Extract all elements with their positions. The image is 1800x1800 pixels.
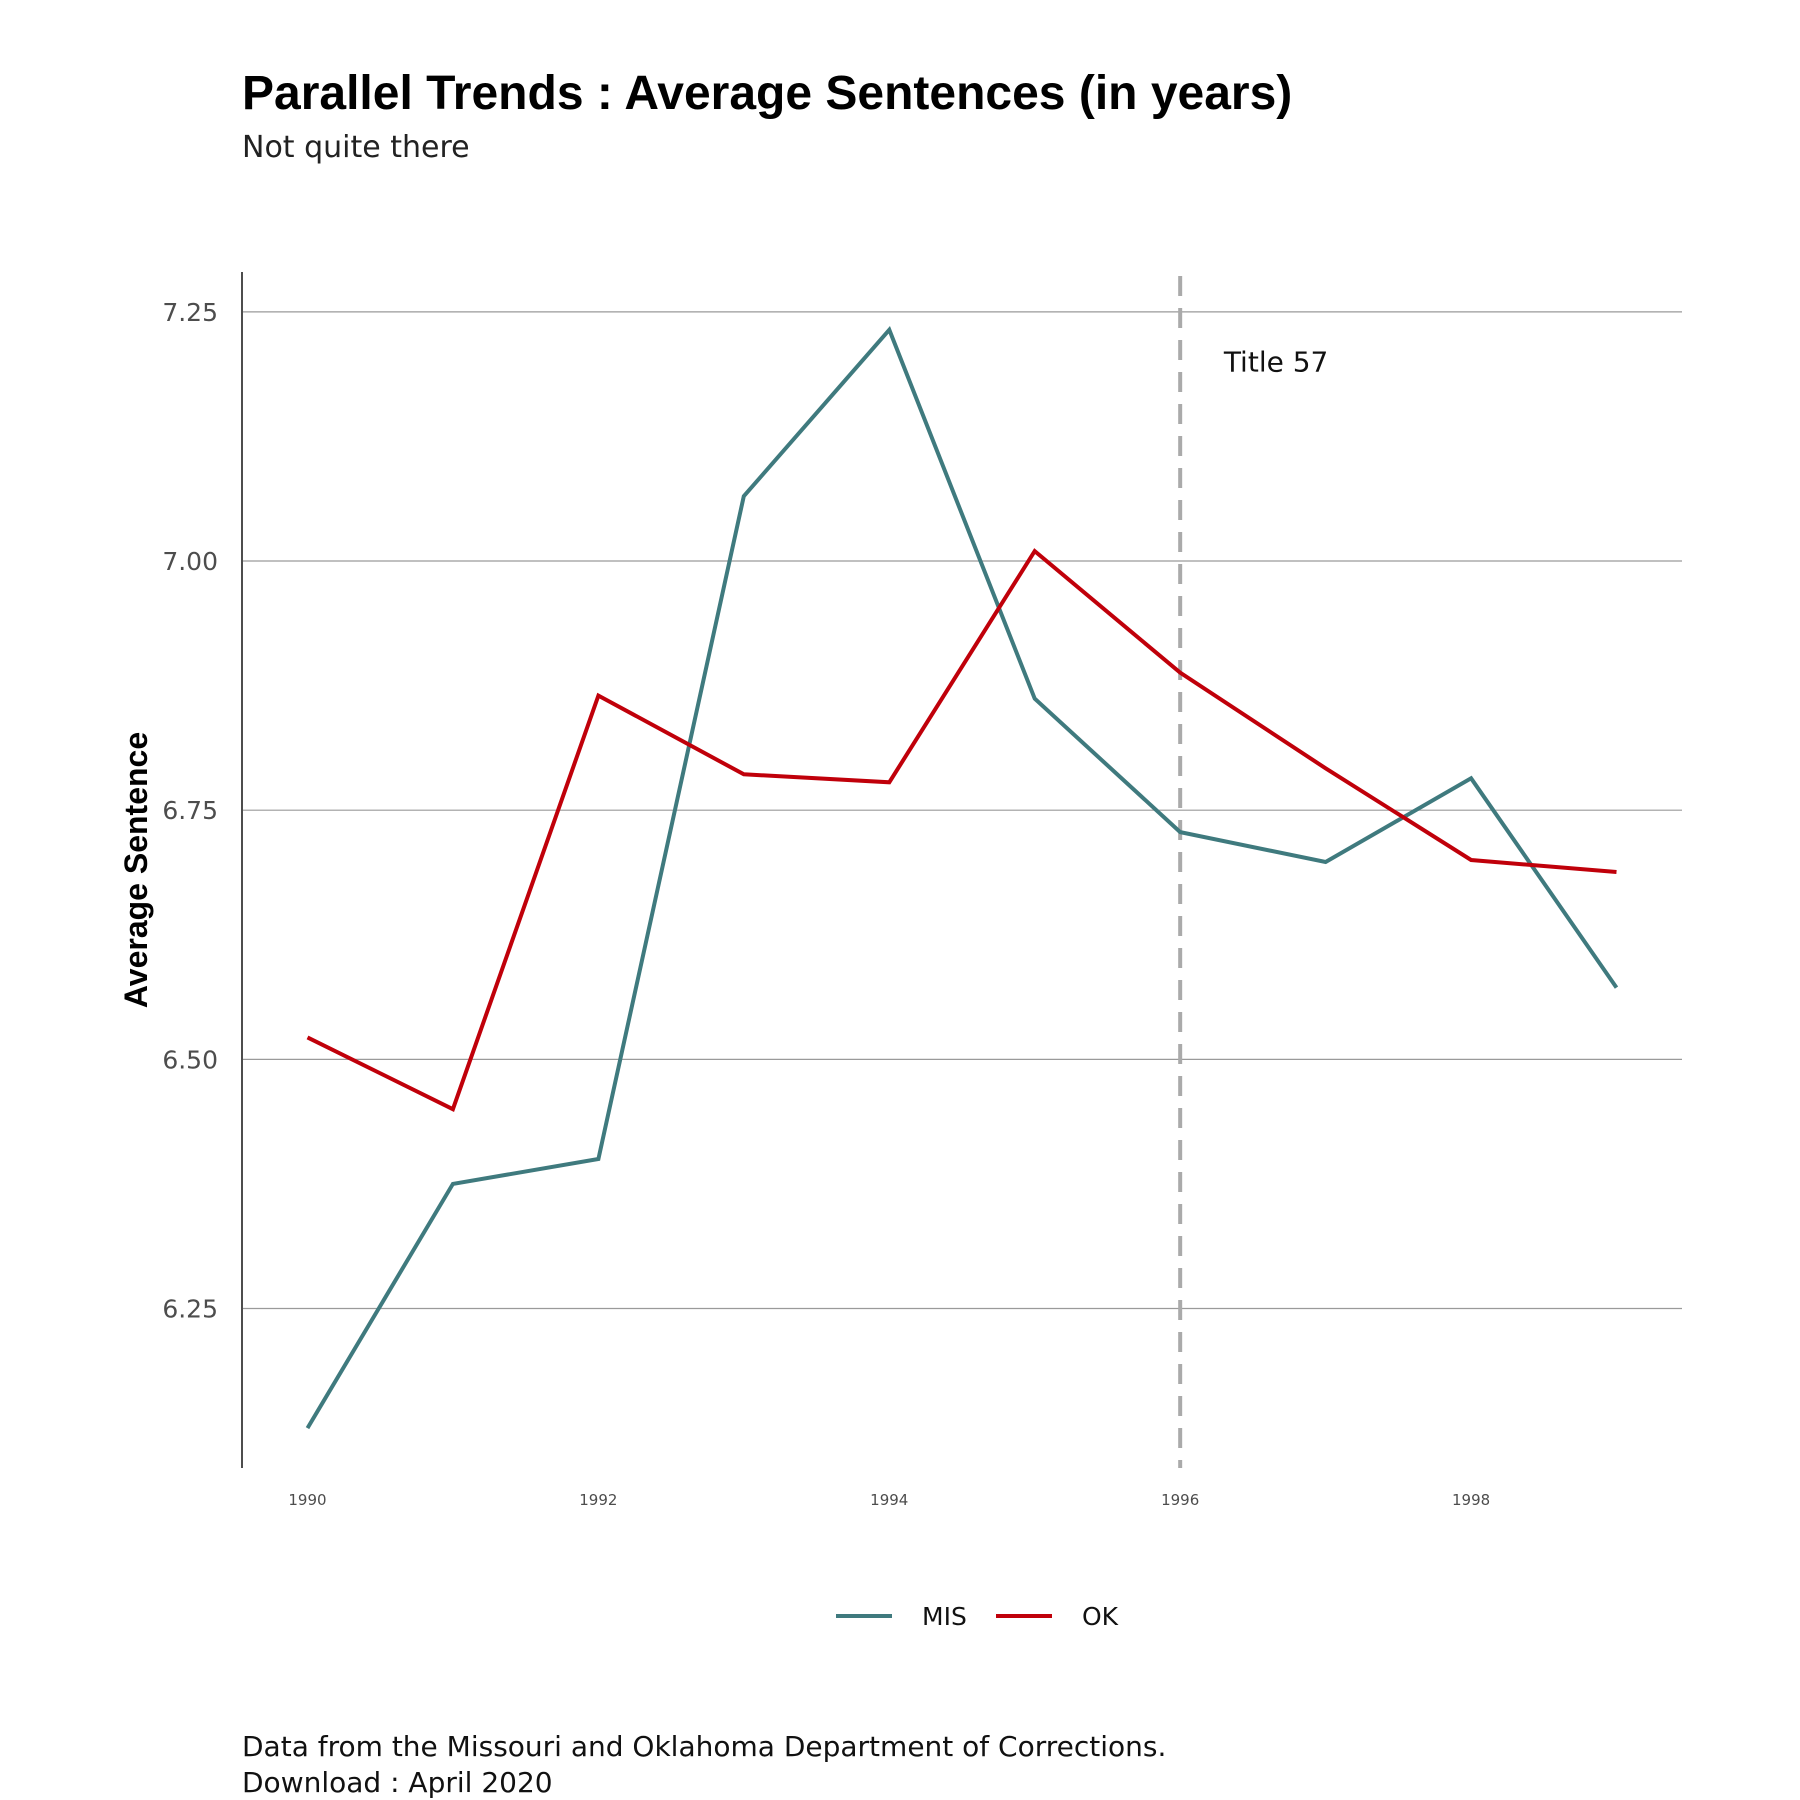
- y-tick-label: 7.00: [162, 547, 218, 576]
- x-tick-label: 1996: [1161, 1491, 1199, 1509]
- chart-title: Parallel Trends : Average Sentences (in …: [242, 67, 1292, 120]
- y-tick-labels: 6.25 6.50 6.75 7.00 7.25: [162, 298, 218, 1324]
- grid-lines: [242, 311, 1682, 1310]
- x-tick-label: 1990: [288, 1491, 326, 1509]
- legend: MIS OK: [836, 1602, 1119, 1631]
- y-axis-label: Average Sentence: [118, 732, 154, 1008]
- y-tick-label: 7.25: [162, 298, 218, 327]
- y-tick-label: 6.50: [162, 1045, 218, 1074]
- treatment-marker: Title 57: [1178, 276, 1329, 1468]
- y-tick-label: 6.75: [162, 796, 218, 825]
- caption-line-1: Data from the Missouri and Oklahoma Depa…: [242, 1730, 1166, 1763]
- treatment-label: Title 57: [1223, 346, 1329, 379]
- series-line-mis: [305, 326, 1619, 1430]
- legend-label-ok: OK: [1082, 1602, 1119, 1631]
- series-lines: [305, 326, 1619, 1430]
- series-line-ok: [306, 548, 1617, 1112]
- legend-label-mis: MIS: [922, 1602, 967, 1631]
- x-tick-label: 1992: [579, 1491, 617, 1509]
- x-tick-labels: 1990 1992 1994 1996 1998: [288, 1491, 1490, 1509]
- y-tick-label: 6.25: [162, 1295, 218, 1324]
- chart-subtitle: Not quite there: [242, 130, 470, 165]
- caption-line-2: Download : April 2020: [242, 1766, 553, 1799]
- x-tick-label: 1994: [870, 1491, 908, 1509]
- x-tick-label: 1998: [1452, 1491, 1490, 1509]
